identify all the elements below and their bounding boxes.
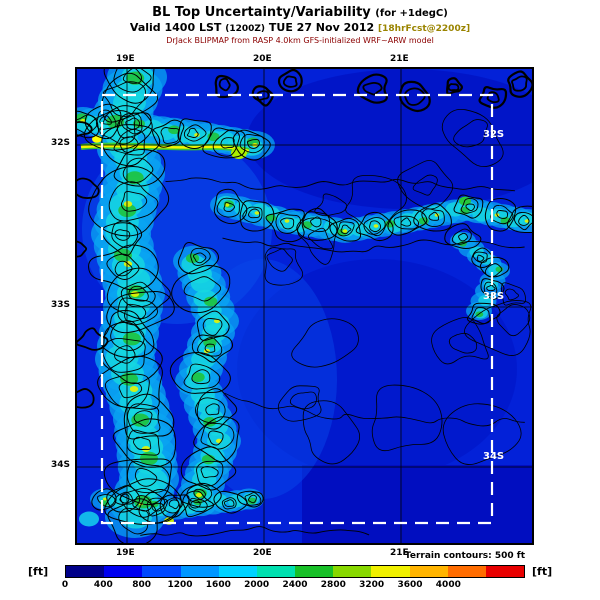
colorbar-segment — [256, 566, 296, 577]
colorbar-tick-label: 0 — [61, 580, 69, 590]
colorbar-segment — [447, 566, 486, 577]
colorbar-tick-label: 2800 — [320, 580, 346, 590]
map-frame: 32S 33S 34S — [75, 67, 534, 545]
colorbar-tick-label: 3600 — [397, 580, 423, 590]
colorbar-segment — [333, 566, 372, 577]
colorbar-tick-label: 3200 — [359, 580, 385, 590]
title-main: BL Top Uncertainty/Variability — [152, 5, 371, 20]
valid-time: Valid 1400 LST — [129, 21, 222, 34]
colorbar-tick-label: 2400 — [282, 580, 308, 590]
map-canvas: 32S 33S 34S — [77, 69, 532, 543]
colorbar-tick-label: 800 — [132, 580, 152, 590]
title-note: (for +1degC) — [375, 8, 448, 19]
lon-label-top: 19E — [116, 54, 135, 64]
colorbar-tick-label: 1200 — [167, 580, 193, 590]
lon-label-bottom: 20E — [253, 548, 272, 558]
lat-label-left: 34S — [50, 460, 70, 470]
valid-zulu: (1200Z) — [225, 24, 266, 34]
forecast-tag: [18hrFcst@2200z] — [378, 24, 471, 34]
colorbar-segment — [104, 566, 143, 577]
lon-label-top: 20E — [253, 54, 272, 64]
colorbar-ticks: 0 400 800 1200 1600 2000 2400 2800 3200 3600 4000 — [61, 580, 525, 594]
valid-date: TUE 27 Nov 2012 — [268, 21, 375, 34]
chart-title: BL Top Uncertainty/Variability (for +1de… — [0, 5, 600, 20]
lat-label-left: 32S — [50, 138, 70, 148]
colorbar-tick-label: 4000 — [435, 580, 461, 590]
colorbar-segment — [142, 566, 181, 577]
colorbar-tick-label: 1600 — [205, 580, 231, 590]
lat-label-left: 33S — [50, 300, 70, 310]
colorbar-segment — [180, 566, 219, 577]
title-block: BL Top Uncertainty/Variability (for +1de… — [0, 5, 600, 45]
colorbar — [65, 565, 525, 578]
model-domain-boundary — [100, 93, 494, 525]
lon-label-top: 21E — [390, 54, 409, 64]
lat-label-right: 32S — [483, 129, 504, 140]
unit-label-right: [ft] — [532, 565, 553, 578]
lat-label-right: 34S — [483, 451, 504, 462]
unit-label-left: [ft] — [28, 565, 49, 578]
colorbar-tick-label: 2000 — [244, 580, 270, 590]
colorbar-segment — [371, 566, 410, 577]
colorbar-tick-label: 400 — [93, 580, 113, 590]
colorbar-segment — [295, 566, 334, 577]
terrain-contours-caption: Terrain contours: 500 ft — [404, 551, 525, 561]
colorbar-segment — [218, 566, 257, 577]
colorbar-segment — [485, 566, 525, 577]
lon-label-bottom: 19E — [116, 548, 135, 558]
valid-line: Valid 1400 LST (1200Z) TUE 27 Nov 2012 [… — [0, 21, 600, 34]
model-credit: DrJack BLIPMAP from RASP 4.0km GFS-initi… — [166, 36, 434, 45]
lat-label-right: 33S — [483, 291, 504, 302]
colorbar-segment — [66, 566, 105, 577]
colorbar-segment — [409, 566, 448, 577]
